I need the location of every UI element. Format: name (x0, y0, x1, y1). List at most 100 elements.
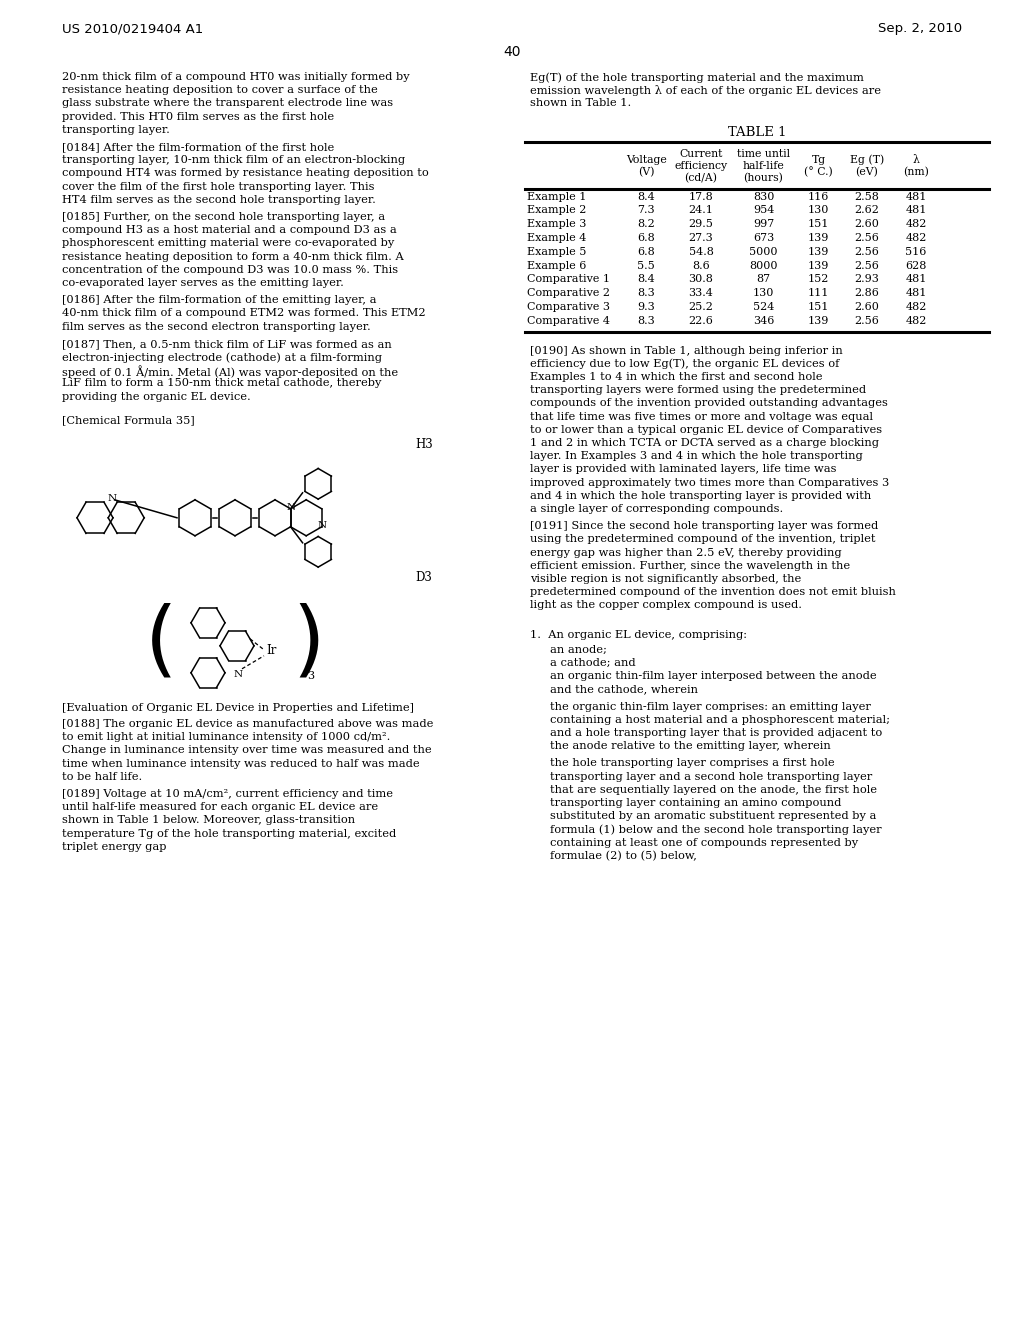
Text: 830: 830 (753, 191, 774, 202)
Text: 2.86: 2.86 (855, 288, 880, 298)
Text: N: N (317, 521, 327, 531)
Text: compound HT4 was formed by resistance heating deposition to: compound HT4 was formed by resistance he… (62, 169, 429, 178)
Text: half-life: half-life (742, 161, 784, 170)
Text: (: ( (145, 602, 177, 684)
Text: 2.93: 2.93 (855, 275, 880, 284)
Text: providing the organic EL device.: providing the organic EL device. (62, 392, 251, 401)
Text: electron-injecting electrode (cathode) at a film-forming: electron-injecting electrode (cathode) a… (62, 352, 382, 363)
Text: 346: 346 (753, 315, 774, 326)
Text: layer. In Examples 3 and 4 in which the hole transporting: layer. In Examples 3 and 4 in which the … (530, 451, 863, 461)
Text: 5000: 5000 (750, 247, 778, 257)
Text: 482: 482 (905, 219, 927, 230)
Text: a cathode; and: a cathode; and (550, 657, 636, 668)
Text: LiF film to form a 150-nm thick metal cathode, thereby: LiF film to form a 150-nm thick metal ca… (62, 379, 381, 388)
Text: 524: 524 (753, 302, 774, 312)
Text: 7.3: 7.3 (637, 206, 654, 215)
Text: [Chemical Formula 35]: [Chemical Formula 35] (62, 414, 195, 425)
Text: 2.56: 2.56 (855, 315, 880, 326)
Text: co-evaporated layer serves as the emitting layer.: co-evaporated layer serves as the emitti… (62, 279, 344, 288)
Text: Examples 1 to 4 in which the first and second hole: Examples 1 to 4 in which the first and s… (530, 372, 822, 381)
Text: efficiency due to low Eg(T), the organic EL devices of: efficiency due to low Eg(T), the organic… (530, 359, 840, 370)
Text: (V): (V) (638, 166, 654, 177)
Text: Example 2: Example 2 (527, 206, 587, 215)
Text: US 2010/0219404 A1: US 2010/0219404 A1 (62, 22, 203, 36)
Text: compound H3 as a host material and a compound D3 as a: compound H3 as a host material and a com… (62, 226, 396, 235)
Text: (nm): (nm) (903, 166, 929, 177)
Text: improved approximately two times more than Comparatives 3: improved approximately two times more th… (530, 478, 889, 487)
Text: [0188] The organic EL device as manufactured above was made: [0188] The organic EL device as manufact… (62, 719, 433, 729)
Text: 152: 152 (808, 275, 829, 284)
Text: transporting layer and a second hole transporting layer: transporting layer and a second hole tra… (550, 772, 872, 781)
Text: concentration of the compound D3 was 10.0 mass %. This: concentration of the compound D3 was 10.… (62, 265, 398, 275)
Text: an organic thin-film layer interposed between the anode: an organic thin-film layer interposed be… (550, 671, 877, 681)
Text: Comparative 3: Comparative 3 (527, 302, 610, 312)
Text: 1.  An organic EL device, comprising:: 1. An organic EL device, comprising: (530, 630, 746, 640)
Text: [0187] Then, a 0.5-nm thick film of LiF was formed as an: [0187] Then, a 0.5-nm thick film of LiF … (62, 339, 392, 348)
Text: formula (1) below and the second hole transporting layer: formula (1) below and the second hole tr… (550, 825, 882, 836)
Text: phosphorescent emitting material were co-evaporated by: phosphorescent emitting material were co… (62, 239, 394, 248)
Text: 6.8: 6.8 (637, 247, 655, 257)
Text: 8.3: 8.3 (637, 315, 655, 326)
Text: 1 and 2 in which TCTA or DCTA served as a charge blocking: 1 and 2 in which TCTA or DCTA served as … (530, 438, 879, 447)
Text: 8.6: 8.6 (692, 260, 710, 271)
Text: Eg(T) of the hole transporting material and the maximum: Eg(T) of the hole transporting material … (530, 73, 864, 83)
Text: until half-life measured for each organic EL device are: until half-life measured for each organi… (62, 803, 378, 812)
Text: transporting layer containing an amino compound: transporting layer containing an amino c… (550, 799, 842, 808)
Text: 40-nm thick film of a compound ETM2 was formed. This ETM2: 40-nm thick film of a compound ETM2 was … (62, 309, 426, 318)
Text: Ir: Ir (266, 644, 276, 657)
Text: 111: 111 (808, 288, 829, 298)
Text: 8.3: 8.3 (637, 288, 655, 298)
Text: the organic thin-film layer comprises: an emitting layer: the organic thin-film layer comprises: a… (550, 702, 870, 711)
Text: 5.5: 5.5 (637, 260, 655, 271)
Text: the hole transporting layer comprises a first hole: the hole transporting layer comprises a … (550, 759, 835, 768)
Text: (eV): (eV) (856, 166, 879, 177)
Text: light as the copper complex compound is used.: light as the copper complex compound is … (530, 601, 802, 610)
Text: 482: 482 (905, 315, 927, 326)
Text: (cd/A): (cd/A) (684, 173, 718, 183)
Text: 2.62: 2.62 (855, 206, 880, 215)
Text: 2.56: 2.56 (855, 247, 880, 257)
Text: Tg: Tg (811, 154, 825, 165)
Text: 997: 997 (753, 219, 774, 230)
Text: Eg (T): Eg (T) (850, 154, 884, 165)
Text: 6.8: 6.8 (637, 234, 655, 243)
Text: 2.58: 2.58 (855, 191, 880, 202)
Text: 8000: 8000 (750, 260, 778, 271)
Text: film serves as the second electron transporting layer.: film serves as the second electron trans… (62, 322, 371, 331)
Text: H3: H3 (415, 438, 433, 451)
Text: 8.4: 8.4 (637, 191, 655, 202)
Text: N: N (234, 671, 243, 680)
Text: 139: 139 (808, 315, 829, 326)
Text: transporting layer, 10-nm thick film of an electron-blocking: transporting layer, 10-nm thick film of … (62, 156, 406, 165)
Text: 24.1: 24.1 (688, 206, 714, 215)
Text: 516: 516 (905, 247, 927, 257)
Text: Example 5: Example 5 (527, 247, 587, 257)
Text: shown in Table 1.: shown in Table 1. (530, 99, 631, 108)
Text: 2.60: 2.60 (855, 302, 880, 312)
Text: efficiency: efficiency (675, 161, 728, 170)
Text: compounds of the invention provided outstanding advantages: compounds of the invention provided outs… (530, 399, 888, 408)
Text: Comparative 1: Comparative 1 (527, 275, 610, 284)
Text: layer is provided with laminated layers, life time was: layer is provided with laminated layers,… (530, 465, 837, 474)
Text: 482: 482 (905, 234, 927, 243)
Text: 20-nm thick film of a compound HT0 was initially formed by: 20-nm thick film of a compound HT0 was i… (62, 73, 410, 82)
Text: N: N (287, 503, 296, 512)
Text: Current: Current (679, 149, 723, 158)
Text: that life time was five times or more and voltage was equal: that life time was five times or more an… (530, 412, 873, 421)
Text: a single layer of corresponding compounds.: a single layer of corresponding compound… (530, 504, 783, 513)
Text: visible region is not significantly absorbed, the: visible region is not significantly abso… (530, 574, 801, 583)
Text: emission wavelength λ of each of the organic EL devices are: emission wavelength λ of each of the org… (530, 86, 881, 96)
Text: 30.8: 30.8 (688, 275, 714, 284)
Text: containing a host material and a phosphorescent material;: containing a host material and a phospho… (550, 715, 890, 725)
Text: efficient emission. Further, since the wavelength in the: efficient emission. Further, since the w… (530, 561, 850, 570)
Text: substituted by an aromatic substituent represented by a: substituted by an aromatic substituent r… (550, 812, 877, 821)
Text: resistance heating deposition to form a 40-nm thick film. A: resistance heating deposition to form a … (62, 252, 403, 261)
Text: to emit light at initial luminance intensity of 1000 cd/m².: to emit light at initial luminance inten… (62, 733, 390, 742)
Text: Example 6: Example 6 (527, 260, 587, 271)
Text: cover the film of the first hole transporting layer. This: cover the film of the first hole transpo… (62, 182, 375, 191)
Text: Example 3: Example 3 (527, 219, 587, 230)
Text: 2.56: 2.56 (855, 260, 880, 271)
Text: 130: 130 (808, 206, 829, 215)
Text: 54.8: 54.8 (688, 247, 714, 257)
Text: [0186] After the film-formation of the emitting layer, a: [0186] After the film-formation of the e… (62, 296, 377, 305)
